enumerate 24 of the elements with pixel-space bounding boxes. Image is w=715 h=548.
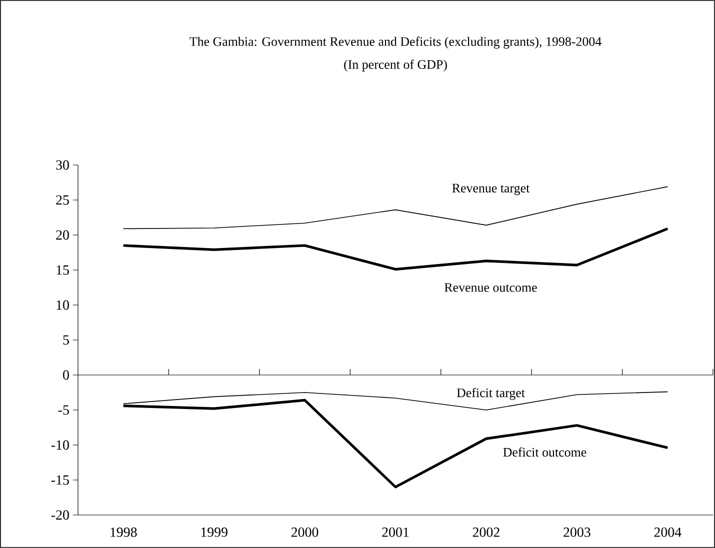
x-tick-label: 2003: [564, 528, 590, 537]
x-tick-label: 2001: [382, 528, 409, 537]
y-tick-label: -5: [58, 405, 69, 415]
y-tick-label: 5: [63, 335, 69, 345]
y-tick-label: -20: [51, 510, 69, 520]
y-tick-label: -15: [51, 475, 69, 485]
annotation: Deficit target: [456, 388, 525, 400]
y-tick-label: 15: [56, 265, 69, 275]
chart-subtitle: (In percent of GDP): [344, 60, 447, 72]
y-tick-label: 10: [56, 300, 69, 310]
x-tick-label: 2002: [472, 528, 500, 537]
y-tick-label: 20: [56, 230, 69, 240]
x-tick-label: 1999: [201, 528, 228, 537]
chart-title: The Gambia: Government Revenue and Deficits (excluding grants), 1998-2004: [190, 36, 602, 49]
x-tick-label: 1998: [110, 528, 137, 537]
annotation: Deficit outcome: [503, 447, 586, 457]
y-tick-label: 25: [56, 195, 69, 205]
x-tick-label: 2000: [291, 528, 318, 537]
y-tick-label: -10: [51, 440, 69, 450]
annotation: Revenue target: [452, 184, 530, 196]
annotation: Revenue outcome: [444, 283, 537, 292]
y-tick-label: 30: [56, 160, 69, 170]
x-tick-label: 2004: [654, 528, 682, 537]
y-tick-label: 0: [63, 370, 69, 380]
